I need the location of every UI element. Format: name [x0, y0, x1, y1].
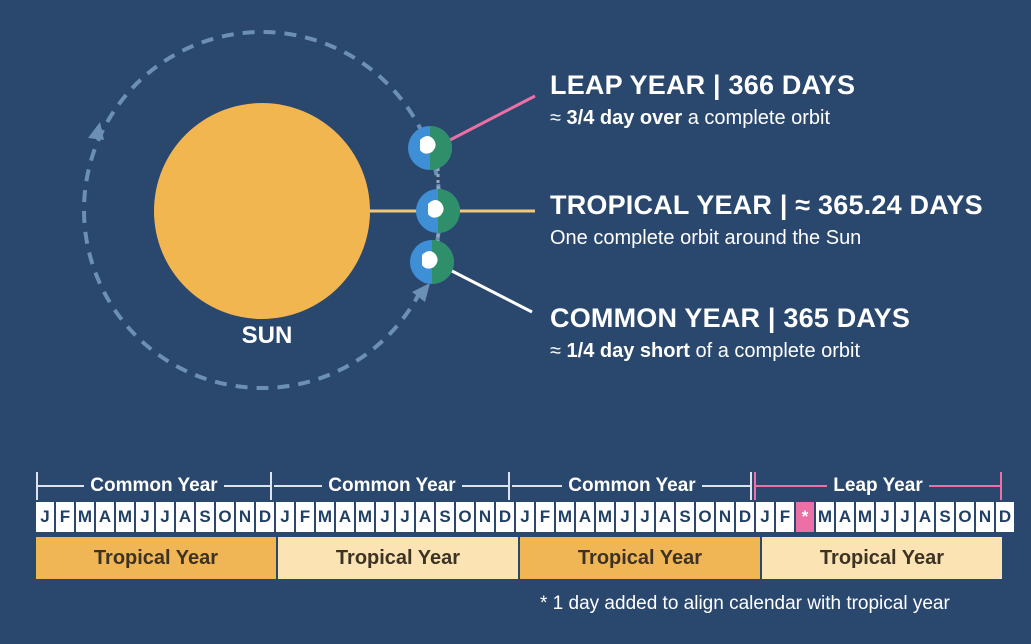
leap-day-cell: * [796, 502, 814, 532]
year-header-2: Common Year [274, 472, 510, 500]
month-cell: J [516, 502, 534, 532]
month-cell: J [616, 502, 634, 532]
month-cell: M [76, 502, 94, 532]
year-header-1: Common Year [36, 472, 272, 500]
common-year-title: COMMON YEAR | 365 DAYS [550, 303, 911, 333]
month-cell: J [276, 502, 294, 532]
tropical-bar-2: Tropical Year [278, 537, 518, 579]
leap-year-label: LEAP YEAR | 366 DAYS ≈ 3/4 day over a co… [550, 70, 855, 130]
sun-label: SUN [241, 322, 293, 349]
month-cell: M [556, 502, 574, 532]
month-cell: J [636, 502, 654, 532]
month-cell: A [576, 502, 594, 532]
tropical-bar-3: Tropical Year [520, 537, 760, 579]
month-cell: J [36, 502, 54, 532]
orbit-arrow-left [88, 122, 104, 140]
tropical-year-title: TROPICAL YEAR | ≈ 365.24 DAYS [550, 190, 983, 220]
month-cell: D [996, 502, 1014, 532]
month-cell: J [396, 502, 414, 532]
month-cell: O [956, 502, 974, 532]
month-cell: M [596, 502, 614, 532]
month-cell: J [156, 502, 174, 532]
month-cell: O [696, 502, 714, 532]
leap-pointer-line [449, 94, 536, 142]
month-cell: N [236, 502, 254, 532]
tropical-year-label: TROPICAL YEAR | ≈ 365.24 DAYS One comple… [550, 190, 983, 250]
month-cell: M [816, 502, 834, 532]
month-cell: D [496, 502, 514, 532]
month-cell: N [716, 502, 734, 532]
month-cell: S [676, 502, 694, 532]
month-cell: J [876, 502, 894, 532]
month-cell: A [416, 502, 434, 532]
month-cell: M [116, 502, 134, 532]
month-cell: S [196, 502, 214, 532]
month-cell: J [756, 502, 774, 532]
earth-tropical-icon [416, 189, 460, 233]
month-cell: M [356, 502, 374, 532]
month-cell: M [316, 502, 334, 532]
tropical-year-description: One complete orbit around the Sun [550, 227, 862, 249]
month-cell: S [936, 502, 954, 532]
orbit-arrow-right [412, 283, 430, 302]
common-pointer-line [449, 268, 533, 314]
months-row: J F M A M J J A S O N D J F M A M J J A … [36, 502, 1016, 534]
month-cell: M [856, 502, 874, 532]
month-cell: F [536, 502, 554, 532]
month-cell: S [436, 502, 454, 532]
month-cell: A [836, 502, 854, 532]
month-cell: J [896, 502, 914, 532]
sun [154, 103, 370, 319]
month-cell: A [96, 502, 114, 532]
leap-year-title: LEAP YEAR | 366 DAYS [550, 70, 856, 100]
month-cell: A [336, 502, 354, 532]
month-cell: O [456, 502, 474, 532]
leap-year-description: ≈ 3/4 day over a complete orbit [550, 107, 831, 129]
month-cell: J [136, 502, 154, 532]
year-header-3: Common Year [512, 472, 752, 500]
month-cell: A [656, 502, 674, 532]
earth-common-icon [410, 240, 454, 284]
month-cell: A [916, 502, 934, 532]
month-cell: N [476, 502, 494, 532]
month-cell: D [736, 502, 754, 532]
month-cell: F [56, 502, 74, 532]
common-year-label: COMMON YEAR | 365 DAYS ≈ 1/4 day short o… [550, 303, 910, 363]
tropical-bar-4: Tropical Year [762, 537, 1002, 579]
common-year-description: ≈ 1/4 day short of a complete orbit [550, 340, 861, 362]
month-cell: J [376, 502, 394, 532]
month-cell: O [216, 502, 234, 532]
month-cell: F [776, 502, 794, 532]
month-cell: F [296, 502, 314, 532]
earth-leap-icon [408, 126, 452, 170]
tropical-bar-1: Tropical Year [36, 537, 276, 579]
month-cell: D [256, 502, 274, 532]
month-cell: A [176, 502, 194, 532]
year-header-leap: Leap Year [754, 472, 1002, 500]
footnote: * 1 day added to align calendar with tro… [540, 593, 950, 614]
month-cell: N [976, 502, 994, 532]
